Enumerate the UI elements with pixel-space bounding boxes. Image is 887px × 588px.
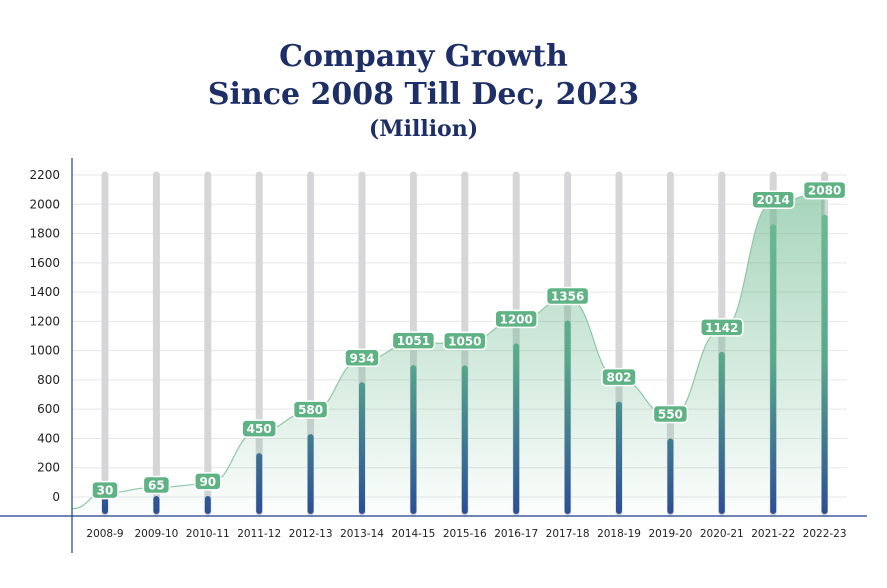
bar [718,351,725,514]
x-tick-label: 2011-12 [237,528,281,540]
data-labels: 30 65 90 450 580 934 1051 1050 1200 1356 802 550 114… [91,180,847,500]
bar [461,365,468,514]
x-tick-label: 2018-19 [597,528,641,540]
bar [359,382,365,514]
y-tick-label: 0 [52,490,60,504]
bar [564,320,571,514]
x-tick-label: 2021-22 [751,528,795,540]
x-tick-label: 2008-9 [86,528,123,540]
svg-text:2014: 2014 [756,193,789,207]
y-tick-label: 1800 [29,227,60,241]
y-tick-label: 600 [37,402,60,416]
y-tick-label: 2000 [29,197,60,211]
x-tick-label: 2022-23 [803,528,847,540]
bar [513,343,520,514]
chart-title: Company Growth [279,39,568,74]
data-label: 30 [91,480,119,500]
data-label: 802 [601,367,637,387]
y-tick-label: 400 [37,431,60,445]
data-label: 2014 [751,190,795,209]
x-tick-label: 2019-20 [648,528,692,540]
bar [307,434,314,514]
data-label: 1142 [700,318,744,337]
data-label: 1200 [494,309,538,329]
svg-text:550: 550 [658,408,683,422]
data-label: 1356 [545,286,590,306]
bar [667,438,674,514]
bar [102,496,108,514]
bar [770,224,777,514]
data-label: 580 [292,400,329,419]
bar [204,496,211,514]
y-tick-labels: 0 200 400 600 800 1000 1200 1400 1600 1800 2000 220… [29,168,60,504]
chart-unit-label: (Million) [368,116,479,142]
chart-title-block: Company Growth Since 2008 Till Dec, 2023… [0,38,847,144]
data-label: 90 [194,472,222,491]
svg-text:2080: 2080 [808,184,841,198]
x-tick-label: 2010-11 [186,528,230,540]
svg-text:934: 934 [349,351,374,365]
x-tick-label: 2017-18 [546,528,590,540]
svg-text:30: 30 [97,484,114,498]
bar [153,496,160,514]
y-tick-label: 1600 [29,256,60,270]
x-tick-label: 2014-15 [391,528,435,540]
y-tick-label: 200 [37,461,60,475]
y-tick-label: 1200 [29,314,60,328]
svg-text:90: 90 [199,475,216,489]
data-label: 1051 [391,331,436,350]
x-tick-label: 2020-21 [700,528,744,540]
svg-text:1050: 1050 [448,334,481,348]
svg-text:65: 65 [148,478,165,492]
x-tick-labels: 2008-9 2009-10 2010-11 2011-12 2012-13 2013-1… [86,528,846,540]
chart-subtitle: Since 2008 Till Dec, 2023 [207,77,640,112]
data-label: 65 [142,475,171,495]
y-tick-label: 1000 [29,344,60,358]
x-tick-label: 2013-14 [340,528,384,540]
data-label: 550 [652,404,689,424]
y-tick-label: 1400 [29,285,60,299]
x-tick-label: 2016-17 [494,528,538,540]
data-label: 934 [344,348,380,368]
svg-text:1200: 1200 [499,312,532,326]
y-tick-label: 2200 [29,168,60,182]
svg-text:1356: 1356 [551,290,584,304]
svg-text:580: 580 [298,403,323,417]
x-tick-label: 2012-13 [289,528,333,540]
x-tick-label: 2015-16 [443,528,487,540]
svg-text:1051: 1051 [397,334,430,348]
bar [616,401,622,514]
svg-text:450: 450 [247,422,272,436]
x-tick-label: 2009-10 [134,528,178,540]
axes [0,158,867,553]
svg-text:1142: 1142 [705,321,738,335]
data-label: 2080 [802,180,847,200]
y-tick-label: 800 [37,373,60,387]
svg-text:802: 802 [606,371,631,385]
bar [821,214,828,514]
bar [410,365,417,514]
bars [102,214,828,514]
data-label: 1050 [443,331,487,351]
data-label: 450 [241,419,277,438]
bar [256,453,263,514]
